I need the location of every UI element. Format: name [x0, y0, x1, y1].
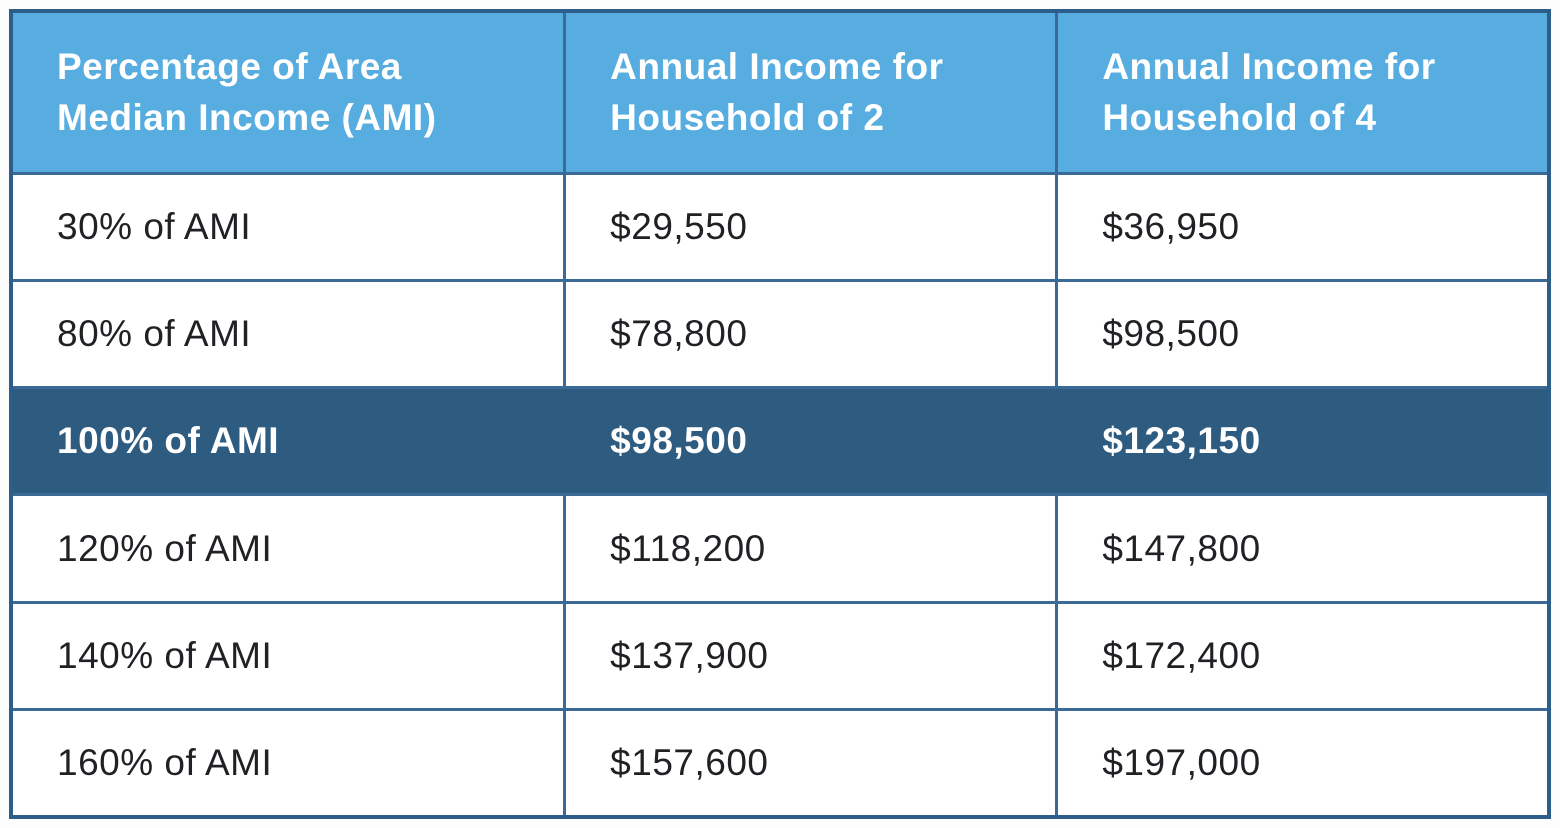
cell-income-household-4: $36,950 [1055, 171, 1551, 282]
cell-income-household-2: $29,550 [563, 171, 1059, 282]
col-header-household-of-4: Annual Income for Household of 4 [1055, 9, 1551, 175]
table-row-120pct: 120% of AMI $118,200 $147,800 [9, 493, 1551, 604]
table-row-80pct: 80% of AMI $78,800 $98,500 [9, 278, 1551, 390]
cell-ami-label: 120% of AMI [9, 493, 567, 604]
cell-ami-label: 160% of AMI [9, 708, 567, 819]
cell-income-household-4: $123,150 [1055, 386, 1551, 497]
cell-income-household-2: $78,800 [563, 278, 1059, 390]
cell-income-household-4: $147,800 [1055, 493, 1551, 604]
cell-income-household-4: $197,000 [1055, 708, 1551, 819]
cell-ami-label: 100% of AMI [9, 386, 567, 497]
cell-ami-label: 80% of AMI [9, 278, 567, 390]
cell-income-household-2: $98,500 [563, 386, 1059, 497]
col-header-ami-percentage: Percentage of Area Median Income (AMI) [9, 9, 567, 175]
cell-ami-label: 140% of AMI [9, 600, 567, 712]
table-row-140pct: 140% of AMI $137,900 $172,400 [9, 600, 1551, 712]
table-row-30pct: 30% of AMI $29,550 $36,950 [9, 171, 1551, 282]
col-header-household-of-2: Annual Income for Household of 2 [563, 9, 1059, 175]
header-row: Percentage of Area Median Income (AMI) A… [9, 9, 1551, 175]
table-row-160pct: 160% of AMI $157,600 $197,000 [9, 708, 1551, 819]
table-row-100pct-highlighted: 100% of AMI $98,500 $123,150 [9, 386, 1551, 497]
cell-income-household-4: $172,400 [1055, 600, 1551, 712]
cell-income-household-2: $137,900 [563, 600, 1059, 712]
cell-ami-label: 30% of AMI [9, 171, 567, 282]
cell-income-household-2: $157,600 [563, 708, 1059, 819]
ami-income-table: Percentage of Area Median Income (AMI) A… [9, 9, 1551, 819]
cell-income-household-2: $118,200 [563, 493, 1059, 604]
cell-income-household-4: $98,500 [1055, 278, 1551, 390]
